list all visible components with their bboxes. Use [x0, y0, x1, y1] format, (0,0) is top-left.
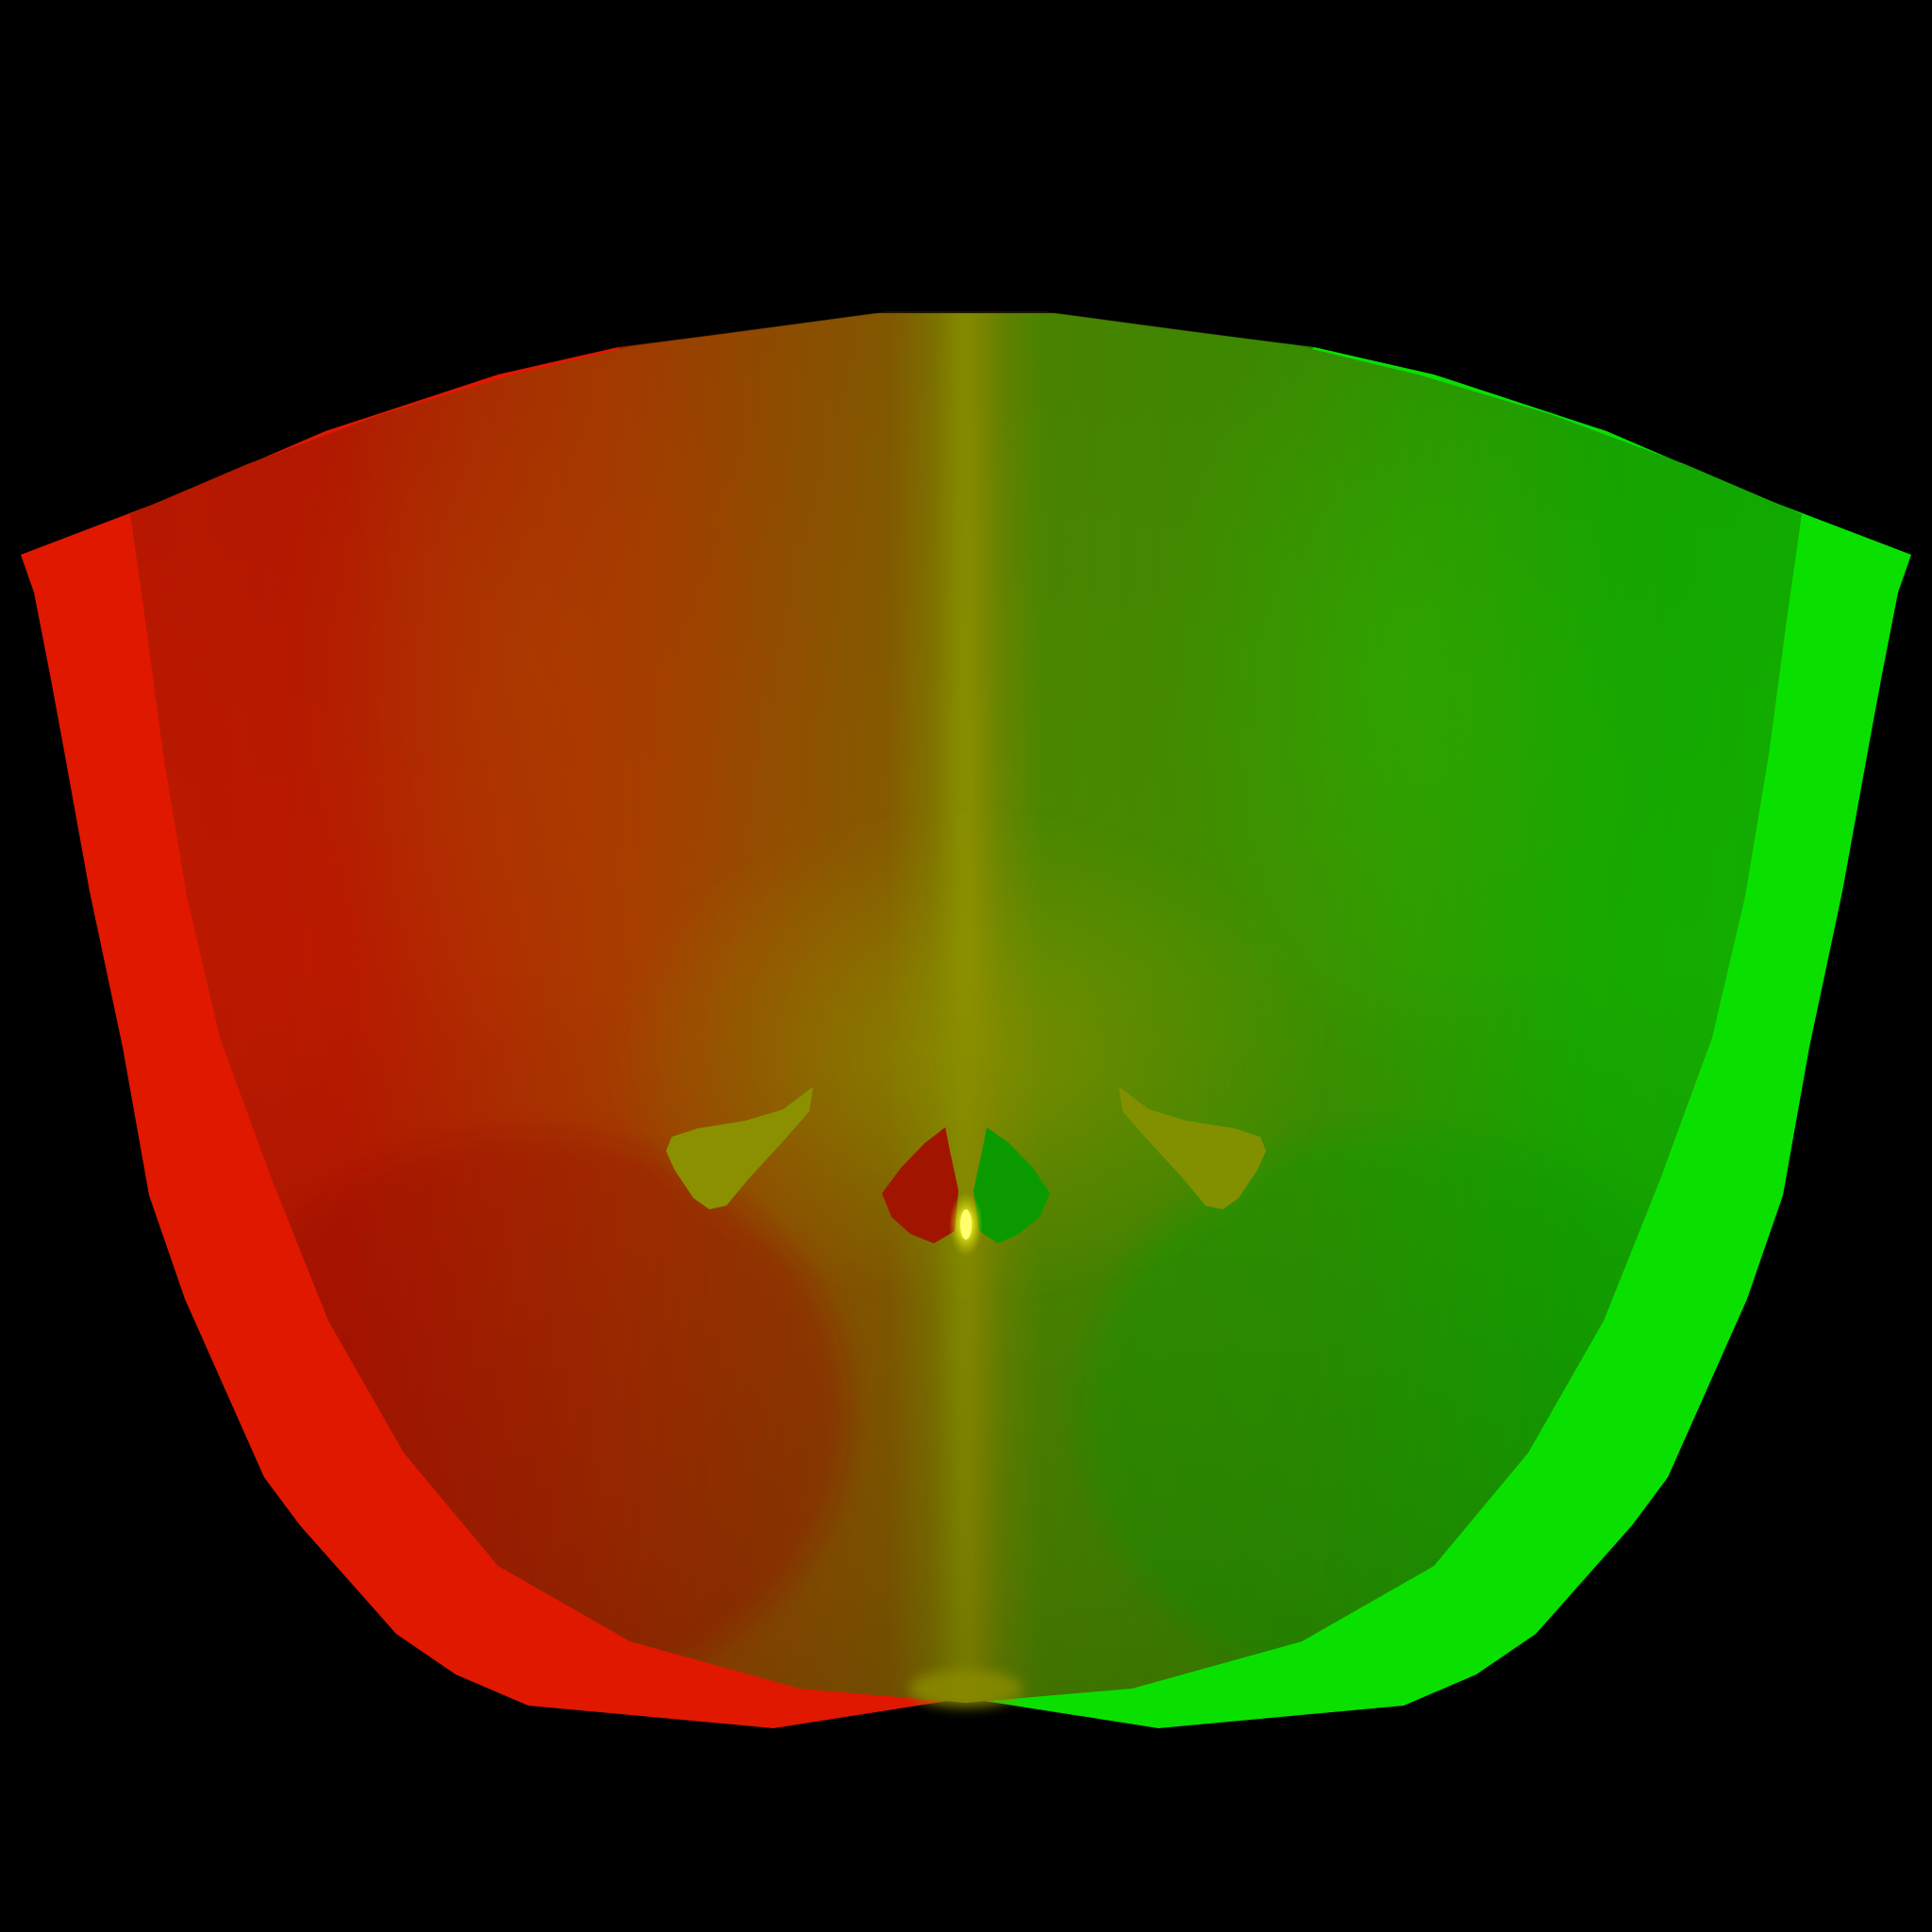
left-fin: [666, 1087, 813, 1209]
bottom-seam: [909, 1670, 1023, 1707]
right-eye: [974, 1127, 1050, 1243]
left-eye: [882, 1127, 958, 1243]
inner-surface: [130, 313, 1802, 1703]
highlight-core: [960, 1209, 972, 1240]
right-fin: [1119, 1087, 1266, 1209]
